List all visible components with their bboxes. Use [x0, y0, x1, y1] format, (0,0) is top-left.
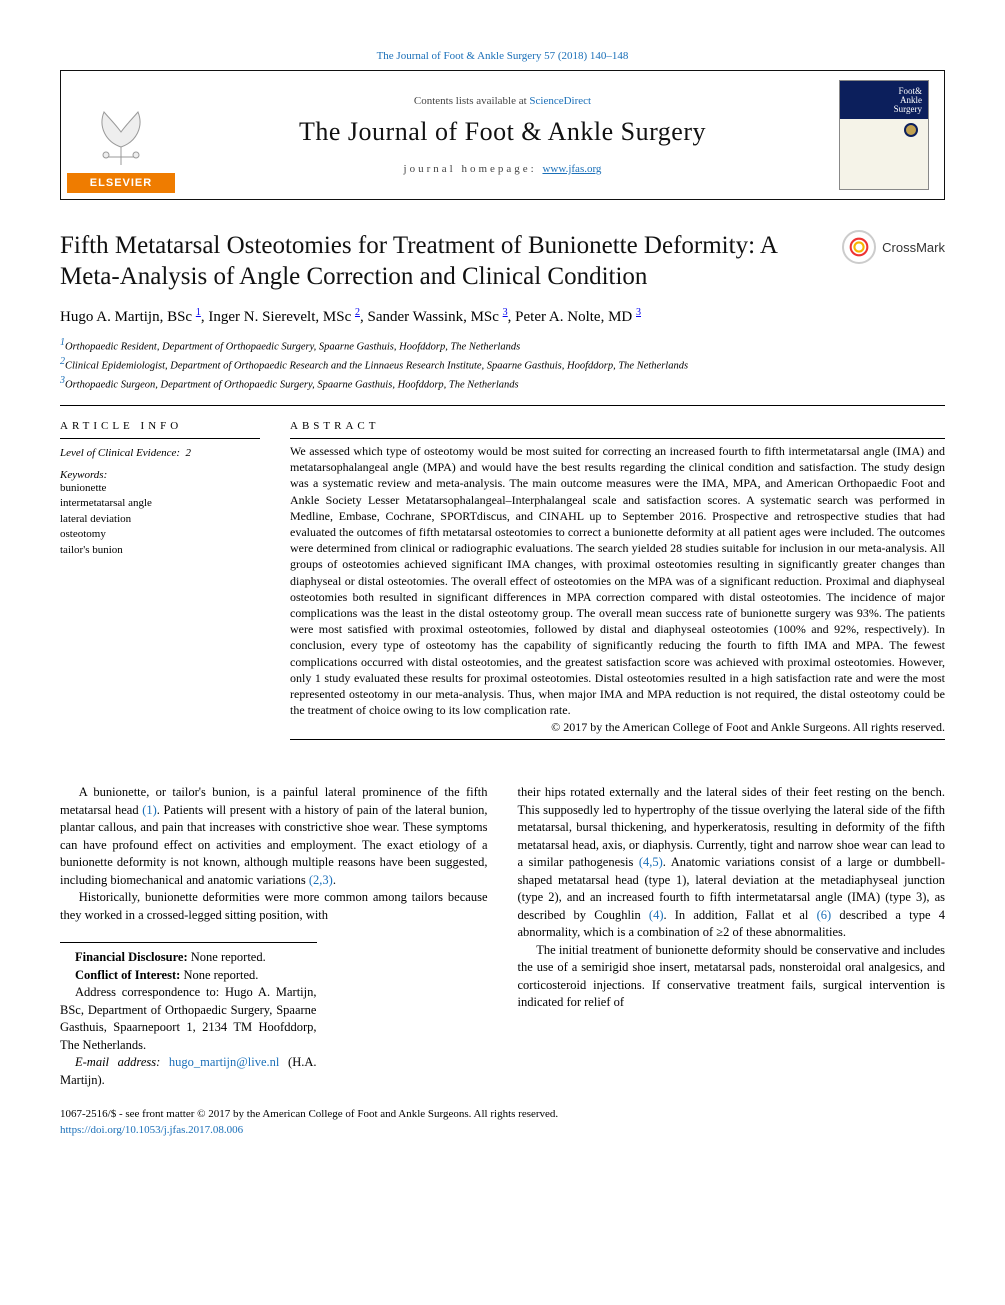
elsevier-wordmark[interactable]: ELSEVIER [67, 173, 175, 193]
coi-label: Conflict of Interest: [75, 968, 180, 982]
affiliation-2: 2Clinical Epidemiologist, Department of … [60, 355, 945, 374]
info-abstract-row: ARTICLE INFO Level of Clinical Evidence:… [60, 420, 945, 744]
ref-4-5-link[interactable]: (4,5) [639, 855, 663, 869]
affiliations: 1Orthopaedic Resident, Department of Ort… [60, 336, 945, 394]
article-info-heading: ARTICLE INFO [60, 420, 260, 432]
rule-1 [60, 405, 945, 406]
contents-line: Contents lists available at ScienceDirec… [414, 95, 591, 107]
elsevier-tree-icon [86, 97, 156, 167]
rule-abs-top [290, 438, 945, 439]
body-p3: their hips rotated externally and the la… [518, 784, 946, 942]
crossmark-label: CrossMark [882, 240, 945, 255]
body-p1: A bunionette, or tailor's bunion, is a p… [60, 784, 488, 889]
publisher-logo-block: ELSEVIER [61, 71, 181, 199]
ref-4-link[interactable]: (4) [649, 908, 664, 922]
homepage-link[interactable]: www.jfas.org [542, 163, 601, 175]
journal-banner: ELSEVIER Contents lists available at Sci… [60, 70, 945, 200]
email-line: E-mail address: hugo_martijn@live.nl (H.… [60, 1054, 317, 1089]
sciencedirect-link[interactable]: ScienceDirect [529, 95, 591, 107]
keywords-label: Keywords: [60, 469, 260, 481]
author-3-aff-link[interactable]: 3 [503, 307, 508, 318]
conflict-of-interest: Conflict of Interest: None reported. [60, 967, 317, 985]
keyword-3: lateral deviation [60, 512, 260, 527]
abstract-heading: ABSTRACT [290, 420, 945, 432]
crossmark-icon [842, 230, 876, 264]
loe-value: 2 [186, 447, 192, 459]
affiliation-1-text: Orthopaedic Resident, Department of Orth… [65, 341, 520, 352]
homepage-prefix: journal homepage: [404, 163, 543, 175]
keyword-5: tailor's bunion [60, 543, 260, 558]
cover-title-text: Foot&AnkleSurgery [894, 87, 922, 114]
journal-cover-thumb[interactable]: Foot&AnkleSurgery [839, 80, 929, 190]
author-1: Hugo A. Martijn, BSc [60, 309, 192, 325]
doi-link[interactable]: https://doi.org/10.1053/j.jfas.2017.08.0… [60, 1124, 243, 1136]
body-p2: Historically, bunionette deformities wer… [60, 889, 488, 924]
author-2: Inger N. Sierevelt, MSc [208, 309, 351, 325]
author-2-aff-link[interactable]: 2 [355, 307, 360, 318]
fd-value: None reported. [188, 950, 266, 964]
author-3: Sander Wassink, MSc [367, 309, 498, 325]
abstract-col: ABSTRACT We assessed which type of osteo… [290, 420, 945, 744]
affiliation-1: 1Orthopaedic Resident, Department of Ort… [60, 336, 945, 355]
fd-label: Financial Disclosure: [75, 950, 188, 964]
title-row: Fifth Metatarsal Osteotomies for Treatme… [60, 230, 945, 293]
body-col-left: A bunionette, or tailor's bunion, is a p… [60, 784, 488, 1089]
crossmark-widget[interactable]: CrossMark [842, 230, 945, 264]
banner-right: Foot&AnkleSurgery [824, 71, 944, 199]
coi-value: None reported. [180, 968, 258, 982]
body-col-right: their hips rotated externally and the la… [518, 784, 946, 1089]
page-footer: 1067-2516/$ - see front matter © 2017 by… [60, 1107, 945, 1138]
keyword-4: osteotomy [60, 527, 260, 542]
author-1-aff-link[interactable]: 1 [196, 307, 201, 318]
ref-2-3-link[interactable]: (2,3) [309, 873, 333, 887]
email-label: E-mail address: [75, 1055, 160, 1069]
abstract-body: We assessed which type of osteotomy woul… [290, 443, 945, 718]
body-p3-mid2: . In addition, Fallat et al [663, 908, 816, 922]
loe-label: Level of Clinical Evidence: [60, 447, 180, 459]
journal-name: The Journal of Foot & Ankle Surgery [299, 117, 706, 147]
abstract-copyright: © 2017 by the American College of Foot a… [290, 720, 945, 735]
level-of-evidence: Level of Clinical Evidence: 2 [60, 447, 260, 459]
authors-line: Hugo A. Martijn, BSc 1, Inger N. Siereve… [60, 307, 945, 326]
correspondence: Address correspondence to: Hugo A. Marti… [60, 984, 317, 1054]
affiliation-3-text: Orthopaedic Surgeon, Department of Ortho… [65, 379, 519, 390]
ref-1-link[interactable]: (1) [142, 803, 157, 817]
author-4: Peter A. Nolte, MD [515, 309, 632, 325]
footnotes: Financial Disclosure: None reported. Con… [60, 942, 317, 1089]
body-columns: A bunionette, or tailor's bunion, is a p… [60, 784, 945, 1089]
citation-link[interactable]: The Journal of Foot & Ankle Surgery 57 (… [60, 50, 945, 62]
email-link[interactable]: hugo_martijn@live.nl [169, 1055, 279, 1069]
banner-center: Contents lists available at ScienceDirec… [181, 71, 824, 199]
keyword-1: bunionette [60, 481, 260, 496]
keywords-list: bunionette intermetatarsal angle lateral… [60, 481, 260, 558]
article-title: Fifth Metatarsal Osteotomies for Treatme… [60, 230, 822, 293]
affiliation-2-text: Clinical Epidemiologist, Department of O… [65, 360, 688, 371]
affiliation-3: 3Orthopaedic Surgeon, Department of Orth… [60, 374, 945, 393]
rule-info-top [60, 438, 260, 439]
author-4-aff-link[interactable]: 3 [636, 307, 641, 318]
body-p1-post2: . [333, 873, 336, 887]
footer-copyright: 1067-2516/$ - see front matter © 2017 by… [60, 1107, 945, 1122]
rule-abs-bottom [290, 739, 945, 740]
ref-6-link[interactable]: (6) [817, 908, 832, 922]
homepage-line: journal homepage: www.jfas.org [404, 163, 602, 175]
financial-disclosure: Financial Disclosure: None reported. [60, 949, 317, 967]
keyword-2: intermetatarsal angle [60, 496, 260, 511]
cover-seal-icon [904, 123, 918, 137]
body-p4: The initial treatment of bunionette defo… [518, 942, 946, 1012]
title-block: Fifth Metatarsal Osteotomies for Treatme… [60, 230, 822, 293]
page: The Journal of Foot & Ankle Surgery 57 (… [0, 0, 1005, 1178]
article-info-col: ARTICLE INFO Level of Clinical Evidence:… [60, 420, 260, 744]
contents-prefix: Contents lists available at [414, 95, 529, 107]
